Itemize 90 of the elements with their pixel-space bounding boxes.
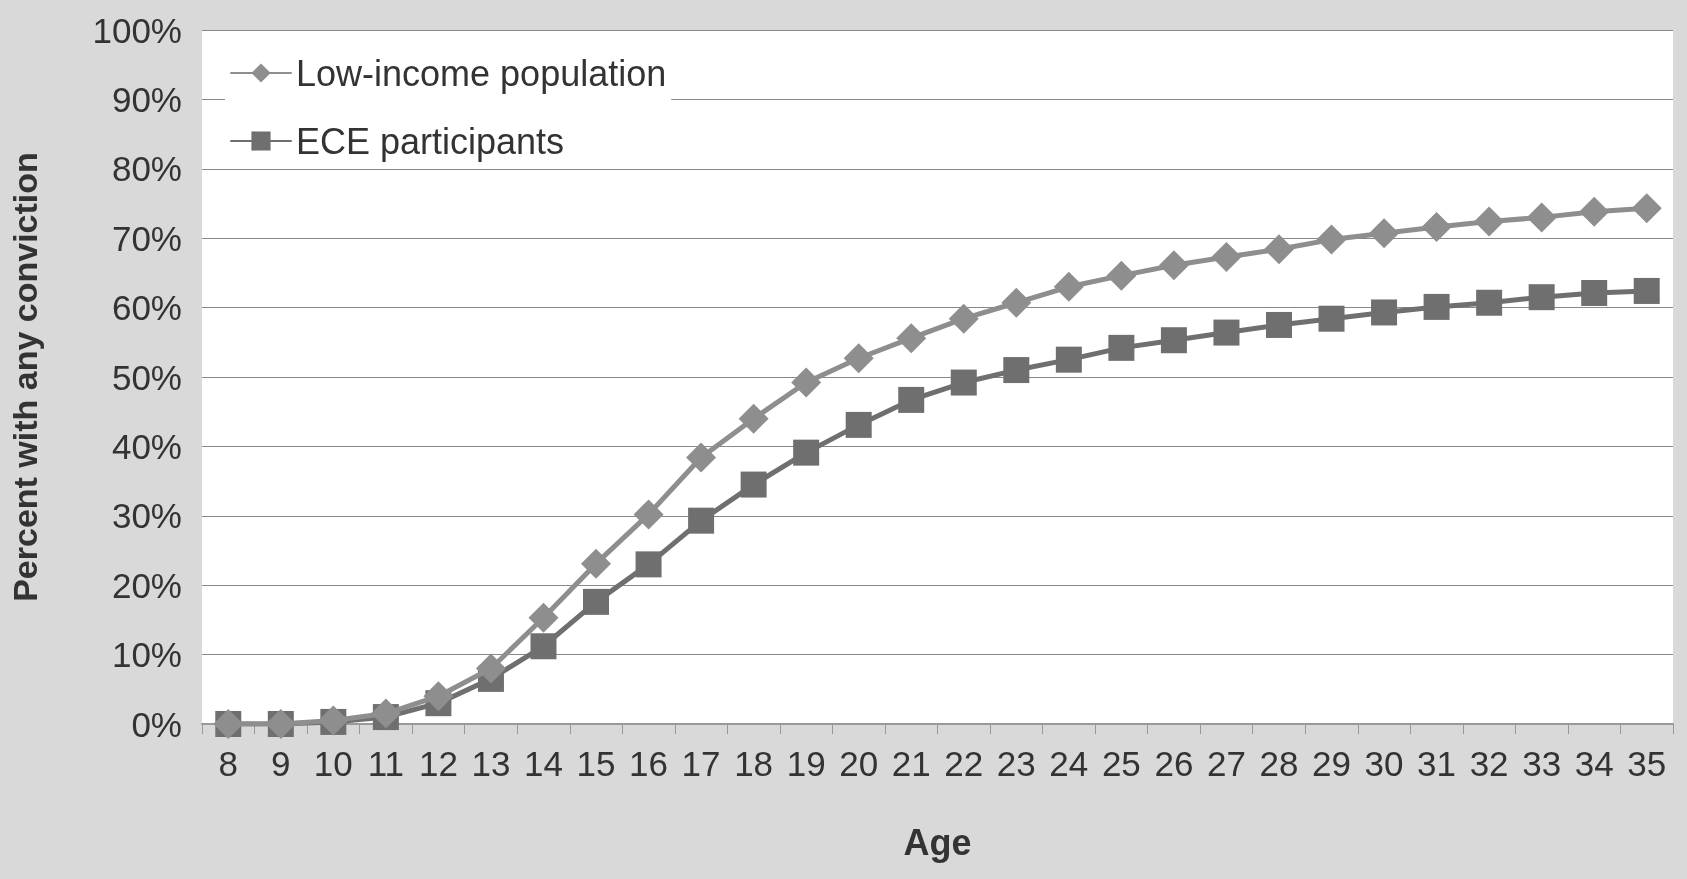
- x-tick-label: 32: [1469, 744, 1509, 783]
- point: [1369, 218, 1400, 249]
- point: [1631, 193, 1662, 224]
- point: [1053, 271, 1084, 302]
- x-tick-label: 24: [1049, 744, 1089, 783]
- point: [1158, 250, 1189, 281]
- point: [1108, 334, 1135, 361]
- point: [1106, 260, 1137, 291]
- point: [1528, 284, 1555, 311]
- y-tick-label: 90%: [111, 79, 182, 119]
- point: [1211, 241, 1242, 272]
- y-tick-label: 30%: [111, 496, 182, 536]
- point: [1160, 327, 1187, 354]
- point: [1474, 206, 1505, 237]
- point: [1371, 299, 1398, 326]
- point: [370, 698, 401, 729]
- x-tick-label: 28: [1259, 744, 1299, 783]
- x-axis-title: Age: [903, 821, 972, 863]
- point: [843, 343, 874, 374]
- x-tick-label: 26: [1154, 744, 1194, 783]
- x-tick-label: 8: [218, 744, 238, 783]
- point: [898, 386, 925, 413]
- point: [686, 442, 717, 473]
- point: [1263, 234, 1294, 265]
- y-tick-label: 40%: [111, 426, 182, 466]
- point: [1526, 202, 1557, 233]
- x-tick-label: 18: [734, 744, 774, 783]
- point: [475, 653, 506, 684]
- point: [583, 588, 610, 615]
- x-tick-label: 21: [891, 744, 931, 783]
- legend-label: Low-income population: [296, 52, 667, 94]
- x-tick-label: 14: [524, 744, 563, 783]
- x-tick-label: 34: [1574, 744, 1614, 783]
- x-tick-label: 23: [996, 744, 1036, 783]
- point: [1001, 287, 1032, 318]
- y-tick-label: 60%: [111, 288, 182, 328]
- point: [948, 303, 979, 334]
- point: [581, 548, 612, 579]
- x-tick-label: 31: [1417, 744, 1457, 783]
- x-tick-label: 9: [271, 744, 291, 783]
- y-tick-label: 50%: [111, 357, 182, 397]
- x-tick-label: 11: [367, 744, 405, 783]
- x-tick-label: 19: [786, 744, 826, 783]
- y-tick-label: 100%: [92, 10, 182, 50]
- x-tick-label: 15: [576, 744, 616, 783]
- point: [738, 403, 769, 434]
- y-axis-title: Percent with any conviction: [6, 152, 44, 602]
- x-tick-label: 10: [313, 744, 353, 783]
- y-tick-label: 80%: [111, 149, 182, 189]
- x-tick-label: 27: [1206, 744, 1246, 783]
- point: [423, 681, 454, 712]
- y-tick-label: 0%: [131, 704, 182, 744]
- point: [1581, 280, 1608, 307]
- point: [1316, 224, 1347, 255]
- point: [1318, 305, 1345, 332]
- x-tick-label: 20: [839, 744, 879, 783]
- x-tick-label: 29: [1312, 744, 1351, 783]
- y-tick-label: 70%: [111, 218, 182, 258]
- point: [1579, 196, 1610, 227]
- x-tick-label: 30: [1364, 744, 1404, 783]
- point: [1423, 293, 1450, 320]
- point: [793, 439, 820, 466]
- point: [1055, 346, 1082, 373]
- x-tick-label: 33: [1522, 744, 1562, 783]
- point: [845, 411, 872, 438]
- point: [1421, 212, 1452, 243]
- y-tick-label: 10%: [111, 635, 182, 675]
- x-tick-label: 16: [629, 744, 669, 783]
- point: [1265, 311, 1292, 338]
- point: [1213, 319, 1240, 346]
- point: [791, 367, 822, 398]
- x-tick-label: 13: [471, 744, 511, 783]
- x-tick-label: 25: [1101, 744, 1141, 783]
- point: [528, 602, 559, 633]
- x-tick-label: 17: [681, 744, 721, 783]
- x-tick-label: 22: [944, 744, 984, 783]
- point: [635, 551, 662, 578]
- point: [530, 633, 557, 660]
- x-tick-label: 35: [1627, 744, 1667, 783]
- point: [688, 507, 715, 534]
- point: [1476, 289, 1503, 316]
- y-tick-label: 20%: [111, 565, 182, 605]
- point: [1633, 277, 1660, 304]
- point: [740, 471, 767, 498]
- x-tick-label: 12: [418, 744, 458, 783]
- legend-label: ECE participants: [296, 120, 565, 162]
- point: [1003, 357, 1030, 384]
- point: [896, 323, 927, 354]
- point: [633, 499, 664, 530]
- point: [950, 369, 977, 396]
